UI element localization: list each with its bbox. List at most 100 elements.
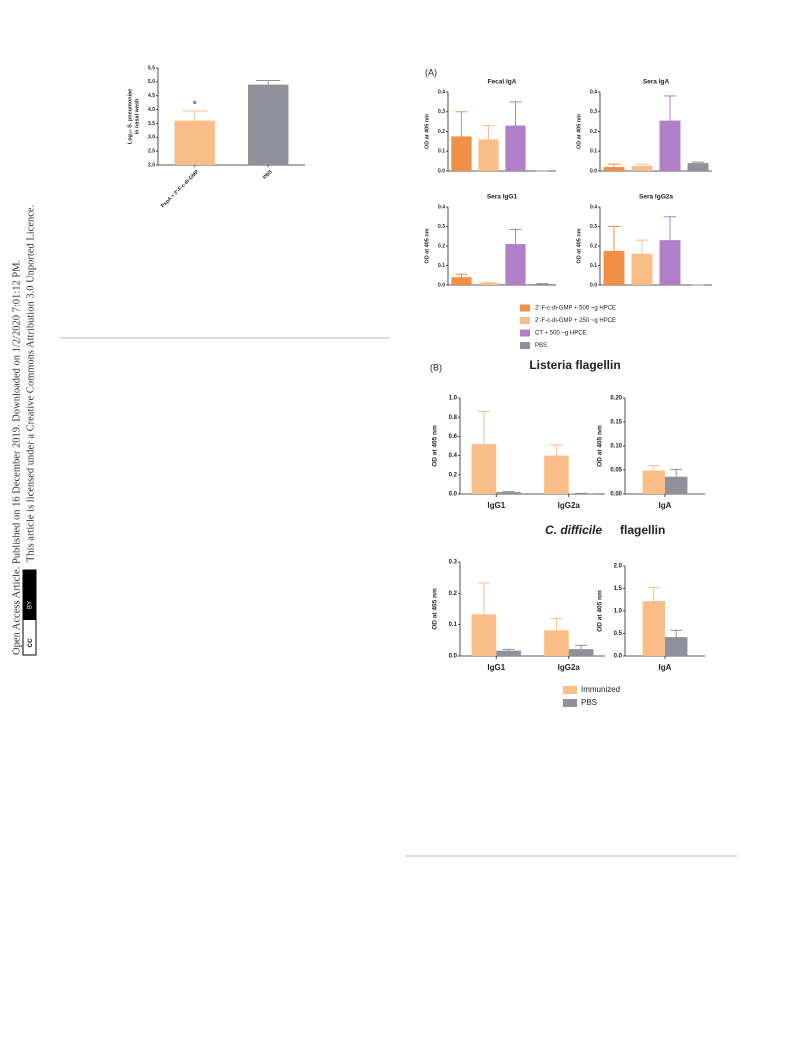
y-tick-label: 0.4 — [449, 453, 458, 459]
y-tick-label: 0.5 — [614, 631, 623, 637]
y-tick-label: 0.1 — [438, 149, 445, 155]
panel-label: (A) — [425, 67, 437, 77]
y-tick-label: 0.3 — [590, 224, 597, 230]
y-tick-label: 0.3 — [438, 109, 445, 115]
y-tick-label: 2.5 — [148, 148, 155, 154]
y-tick-label: 0.0 — [438, 282, 445, 288]
bar — [544, 455, 569, 494]
y-tick-label: 0.4 — [438, 204, 445, 210]
chart-title: Sera IgG1 — [487, 194, 518, 201]
bar — [603, 167, 625, 171]
legend-swatch — [520, 342, 530, 349]
bar — [478, 139, 499, 171]
y-tick-label: 0.3 — [449, 560, 458, 566]
section-title: Listeria flagellin — [529, 358, 620, 372]
legend-label: PBS — [535, 343, 547, 349]
bar — [248, 84, 289, 165]
chart-title: Sera IgA — [643, 79, 670, 86]
y-tick-label: 0.3 — [438, 224, 445, 230]
y-tick-label: 0.10 — [610, 444, 622, 450]
y-tick-label: 0.1 — [590, 149, 597, 155]
x-tick-label: IgA — [659, 663, 672, 672]
x-tick-label: PspA + 2′-F-c-di-GMP — [160, 169, 200, 209]
bar — [665, 637, 688, 656]
y-tick-label: 0.2 — [438, 243, 445, 249]
bar — [687, 163, 709, 171]
y-axis-label: OD at 405 nm — [424, 228, 430, 263]
legend-label: 2′-F-c-di-GMP + 500 ~g HPCE — [535, 306, 616, 312]
y-axis-label: Log₁₀ S. pneumoniae — [127, 89, 133, 144]
legend-swatch — [520, 317, 530, 324]
y-tick-label: 3.5 — [148, 121, 155, 127]
y-tick-label: 0.20 — [610, 396, 622, 402]
bar — [478, 283, 499, 285]
x-tick-label: IgG2a — [558, 501, 581, 510]
legend-label: PBS — [581, 698, 597, 707]
legend-label: Immunized — [581, 685, 620, 694]
legend-label: CT + 500 ~g HPCE — [535, 331, 587, 337]
y-tick-label: 4.5 — [148, 93, 155, 99]
y-axis-label: OD at 405 nm — [432, 588, 439, 630]
y-tick-label: 0.6 — [449, 434, 458, 440]
y-tick-label: 0.05 — [610, 468, 622, 474]
y-tick-label: 1.5 — [614, 586, 623, 592]
legend-swatch — [563, 686, 577, 694]
y-tick-label: 0.2 — [438, 129, 445, 135]
license-badge-dark — [23, 570, 36, 620]
y-tick-label: 3.0 — [148, 135, 155, 141]
bar — [568, 649, 594, 656]
bar — [174, 120, 215, 165]
y-tick-label: 1.0 — [614, 609, 623, 615]
bar — [631, 253, 653, 285]
y-tick-label: 0.1 — [590, 263, 597, 269]
y-tick-label: 0.0 — [590, 282, 597, 288]
badge-by: BY — [28, 601, 34, 609]
bar — [505, 125, 526, 171]
y-tick-label: 2.0 — [148, 162, 155, 168]
y-tick-label: 0.0 — [590, 168, 597, 174]
bar — [496, 650, 521, 656]
bar — [532, 284, 553, 285]
y-axis-label: in nasal wash — [134, 98, 140, 134]
y-tick-label: 5.0 — [148, 79, 155, 85]
y-axis-label: OD at 405 nm — [576, 228, 582, 263]
y-tick-label: 0.4 — [590, 204, 597, 210]
y-axis-label: OD at 405 nm — [432, 425, 439, 467]
x-tick-label: IgG2a — [558, 663, 581, 672]
section-title: C. difficile — [545, 523, 602, 537]
y-axis-label: OD at 405 nm — [597, 590, 604, 632]
bar — [642, 470, 665, 494]
legend-swatch — [563, 699, 577, 707]
bar — [471, 444, 497, 494]
bar — [659, 240, 681, 285]
y-tick-label: 0.4 — [590, 89, 597, 95]
legend-label: 2′-F-c-di-GMP + 250 ~g HPCE — [535, 318, 616, 324]
y-tick-label: 1.0 — [449, 396, 458, 402]
bar — [451, 277, 472, 285]
bar — [642, 601, 665, 656]
bar — [471, 614, 497, 656]
y-axis-label: OD at 405 nm — [576, 114, 582, 149]
chart-title: Fecal IgA — [488, 79, 517, 86]
y-axis-label: OD at 405 nm — [597, 425, 604, 467]
side-note: This article is licensed under a Creativ… — [25, 205, 36, 562]
bar — [505, 244, 526, 285]
bar — [659, 120, 681, 171]
y-tick-label: 0.3 — [590, 109, 597, 115]
y-tick-label: 0.0 — [438, 168, 445, 174]
y-tick-label: 2.0 — [614, 564, 623, 570]
annotation: * — [193, 100, 197, 111]
y-tick-label: 0.8 — [449, 415, 458, 421]
y-tick-label: 0.1 — [438, 263, 445, 269]
x-tick-label: IgG1 — [487, 501, 505, 510]
bar — [544, 630, 569, 656]
y-tick-label: 0.2 — [449, 591, 458, 597]
bar — [631, 166, 653, 171]
side-note: Open Access Article. Published on 16 Dec… — [11, 260, 22, 655]
y-tick-label: 0.2 — [590, 129, 597, 135]
y-tick-label: 0.0 — [614, 654, 623, 660]
bar — [451, 136, 472, 171]
x-tick-label: IgA — [659, 501, 672, 510]
